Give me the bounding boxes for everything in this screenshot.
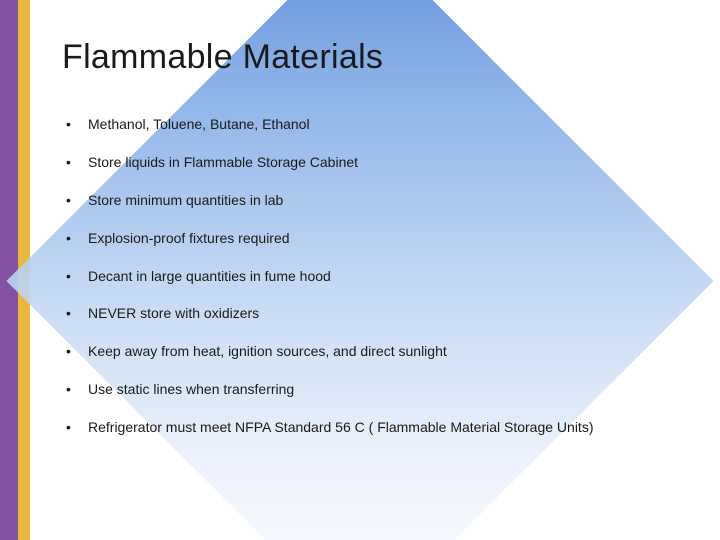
list-item: Use static lines when transferring <box>62 380 700 399</box>
list-item: Refrigerator must meet NFPA Standard 56 … <box>62 418 700 437</box>
list-item: Methanol, Toluene, Butane, Ethanol <box>62 115 700 134</box>
bullet-list: Methanol, Toluene, Butane, Ethanol Store… <box>62 115 700 437</box>
sidebar-purple-stripe <box>0 0 18 540</box>
slide-content: Flammable Materials Methanol, Toluene, B… <box>62 38 700 456</box>
list-item: Explosion-proof fixtures required <box>62 229 700 248</box>
list-item: Keep away from heat, ignition sources, a… <box>62 342 700 361</box>
list-item: Store liquids in Flammable Storage Cabin… <box>62 153 700 172</box>
list-item: NEVER store with oxidizers <box>62 304 700 323</box>
list-item: Decant in large quantities in fume hood <box>62 267 700 286</box>
list-item: Store minimum quantities in lab <box>62 191 700 210</box>
slide-title: Flammable Materials <box>62 38 700 77</box>
